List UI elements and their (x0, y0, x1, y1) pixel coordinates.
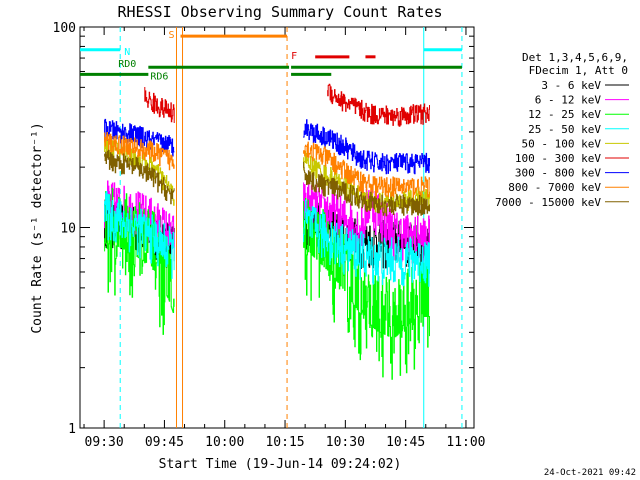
y-axis-label: Count Rate (s⁻¹ detector⁻¹) (30, 122, 45, 333)
flag-label-rd0: RD0 (118, 59, 136, 70)
series-line-7 (303, 141, 430, 198)
legend-entry-label: 12 - 25 keV (528, 108, 601, 121)
x-tick-label: 10:00 (205, 435, 244, 450)
x-tick-label: 09:45 (145, 435, 184, 450)
flag-bars: N S F RD0 RD6 (80, 30, 462, 82)
y-tick-label: 1 (68, 422, 76, 437)
legend-entry-label: 7000 - 15000 keV (495, 196, 601, 209)
series-line-5 (327, 83, 430, 127)
legend: Det 1,3,4,5,6,9,FDecim 1, Att 0 3 - 6 keV… (495, 51, 629, 209)
legend-header-line: FDecim 1, Att 0 (529, 64, 628, 77)
series-line-7 (104, 132, 175, 171)
x-tick-label: 10:45 (386, 435, 425, 450)
tick-labels: 09:30 09:45 10:00 10:15 10:30 10:45 11:00 1 10 10… (53, 21, 486, 450)
legend-entry-label: 800 - 7000 keV (508, 181, 601, 194)
series-line-6 (303, 119, 430, 175)
legend-header-line: Det 1,3,4,5,6,9, (522, 51, 628, 64)
y-tick-label: 100 (53, 21, 76, 36)
legend-entry-label: 300 - 800 keV (515, 167, 601, 180)
series-line-3 (104, 191, 175, 279)
x-tick-label: 11:00 (446, 435, 485, 450)
legend-entry-label: 50 - 100 keV (522, 137, 602, 150)
footer-timestamp: 24-Oct-2021 09:42 (544, 468, 636, 478)
legend-entry-label: 25 - 50 keV (528, 123, 601, 136)
series-line-5 (144, 87, 175, 123)
x-axis-label: Start Time (19-Jun-14 09:24:02) (159, 457, 402, 472)
series-line-3 (303, 199, 430, 287)
flag-label-n: N (124, 47, 130, 58)
series-lines (104, 83, 430, 380)
series-line-8 (303, 161, 430, 217)
legend-entry-label: 3 - 6 keV (541, 79, 601, 92)
flag-label-f: F (291, 51, 297, 62)
series-line-8 (104, 149, 175, 205)
chart-title: RHESSI Observing Summary Count Rates (117, 3, 442, 21)
axis-ticks (80, 26, 474, 429)
flag-label-rd6: RD6 (150, 71, 168, 82)
x-tick-label: 10:30 (326, 435, 365, 450)
legend-entry-label: 6 - 12 keV (535, 94, 602, 107)
x-tick-label: 09:30 (85, 435, 124, 450)
legend-entry-label: 100 - 300 keV (515, 152, 601, 165)
flag-label-s: S (168, 30, 174, 41)
y-tick-label: 10 (60, 222, 76, 237)
series-line-2 (303, 198, 430, 380)
x-tick-label: 10:15 (265, 435, 304, 450)
